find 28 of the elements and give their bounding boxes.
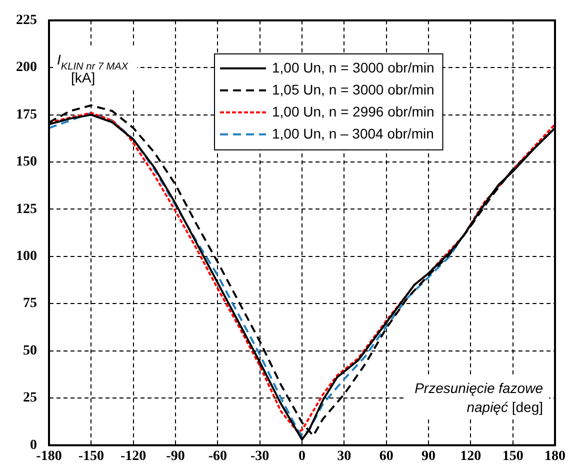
- x-tick-label: -180: [36, 449, 62, 464]
- x-tick-label: 150: [502, 449, 524, 464]
- legend-label: 1,00 Un, n = 2996 obr/min: [272, 103, 434, 120]
- legend-label: 1,00 Un, n = 3000 obr/min: [272, 59, 434, 76]
- x-tick-label: 90: [422, 449, 436, 464]
- y-tick-label: 125: [16, 202, 37, 217]
- legend-label: 1,05 Un, n = 3000 obr/min: [272, 81, 434, 98]
- x-tick-label: 60: [379, 449, 394, 464]
- x-tick-label: -60: [208, 449, 228, 464]
- legend-label: 1,00 Un, n – 3004 obr/min: [272, 125, 434, 142]
- x-tick-label: 180: [544, 449, 566, 464]
- y-tick-label: 100: [16, 249, 37, 264]
- y-tick-label: 0: [30, 438, 37, 453]
- y-tick-label: 75: [23, 296, 37, 312]
- y-tick-label: 200: [16, 60, 37, 76]
- x-tick-label: 30: [337, 449, 352, 464]
- y-tick-label: 150: [16, 154, 37, 170]
- x-tick-label: -90: [166, 449, 185, 464]
- x-tick-label: 0: [298, 449, 306, 464]
- x-tick-label: -30: [250, 449, 270, 464]
- x-tick-label: -120: [120, 449, 146, 464]
- x-tick-label: 120: [460, 449, 482, 464]
- y-tick-label: 225: [16, 13, 37, 28]
- x-tick-label: -150: [78, 449, 104, 464]
- y-tick-label: 50: [23, 343, 37, 358]
- y-tick-label: 175: [16, 107, 37, 122]
- y-tick-label: 25: [23, 390, 37, 406]
- x-axis-title: Przesunięcie fazowe napięć [deg]: [414, 380, 544, 416]
